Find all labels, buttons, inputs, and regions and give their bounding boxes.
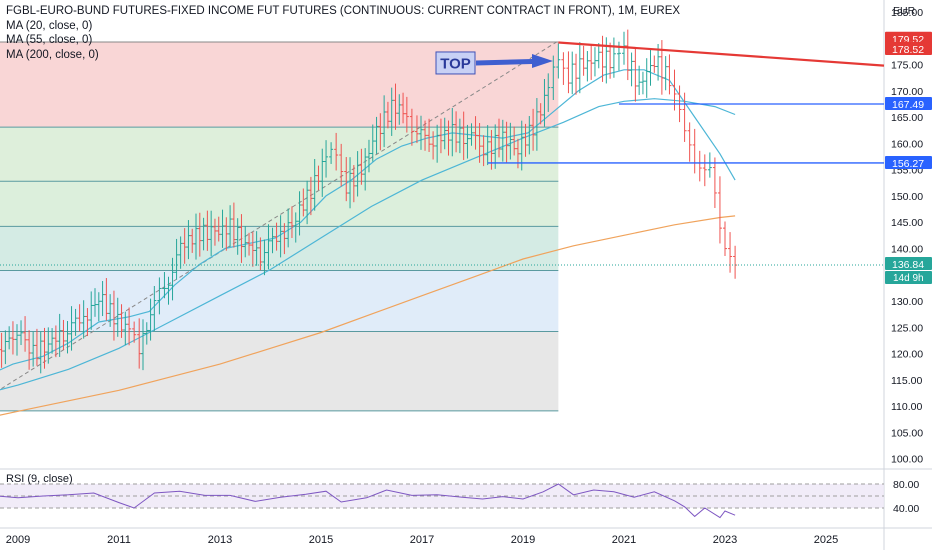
time-tick-label: 2013 <box>208 534 232 546</box>
price-tick-label: 125.00 <box>891 322 923 334</box>
price-axis-label: 167.49 <box>892 99 924 111</box>
fib-zone <box>0 181 559 227</box>
time-tick-label: 2009 <box>6 534 30 546</box>
price-tick-label: 120.00 <box>891 349 923 361</box>
price-tick-label: 100.00 <box>891 454 923 466</box>
annotation-arrow <box>476 53 553 68</box>
price-tick-label: 165.00 <box>891 112 923 124</box>
price-tick-label: 150.00 <box>891 191 923 203</box>
price-tick-label: 160.00 <box>891 138 923 150</box>
time-tick-label: 2021 <box>612 534 636 546</box>
price-tick-label: 170.00 <box>891 86 923 98</box>
annotation-box <box>435 51 476 75</box>
currency-label: EUR <box>893 5 916 17</box>
price-tick-label: 185.00 <box>891 7 923 19</box>
time-tick-label: 2015 <box>309 534 333 546</box>
resistance-trend-line <box>558 41 885 67</box>
time-tick-label: 2023 <box>713 534 737 546</box>
ma200-legend: MA (200, close, 0) <box>6 48 99 61</box>
time-tick-label: 2017 <box>410 534 434 546</box>
price-tick-label: 130.00 <box>891 296 923 308</box>
time-tick-label: 2019 <box>511 534 535 546</box>
price-tick-label: 175.00 <box>891 60 923 72</box>
fib-zone <box>0 127 559 182</box>
time-tick-label: 2025 <box>814 534 838 546</box>
annotation-text: TOP <box>440 55 471 72</box>
rsi-legend: RSI (9, close) <box>6 473 73 485</box>
fib-zone <box>0 270 559 332</box>
price-axis-label-bg <box>885 257 932 271</box>
dashed-trend-line <box>0 40 559 391</box>
chart-legend: FGBL-EURO-BUND FUTURES-FIXED INCOME FUT … <box>6 4 680 62</box>
price-tick-label: 145.00 <box>891 217 923 229</box>
fib-zone <box>0 226 559 271</box>
price-axis-label-bg <box>885 31 932 45</box>
rsi-tick-label: 40.00 <box>893 503 919 515</box>
price-tick-label: 110.00 <box>891 401 922 413</box>
chart-title: FGBL-EURO-BUND FUTURES-FIXED INCOME FUT … <box>6 5 681 17</box>
price-axis-label: 178.52 <box>892 44 924 56</box>
price-axis-label-bg <box>885 42 932 56</box>
price-axis-label-bg <box>885 155 932 169</box>
fib-zone <box>0 331 559 411</box>
price-axis-label: 156.27 <box>892 158 924 170</box>
time-tick-label: 2011 <box>107 534 131 546</box>
countdown-bg <box>885 271 932 285</box>
moving-average-line <box>0 215 736 416</box>
rsi-line <box>0 483 736 519</box>
price-axis-label: 136.84 <box>892 259 924 271</box>
price-tick-label: 115.00 <box>891 375 922 387</box>
price-axis-label-bg <box>885 97 932 111</box>
countdown-label: 14d 9h <box>893 273 924 284</box>
rsi-tick-label: 80.00 <box>893 479 919 491</box>
price-tick-label: 140.00 <box>891 243 923 255</box>
ma55-legend: MA (55, close, 0) <box>6 34 93 46</box>
ma20-legend: MA (20, close, 0) <box>6 19 93 32</box>
moving-average-line <box>0 98 736 391</box>
price-tick-label: 105.00 <box>891 427 923 439</box>
